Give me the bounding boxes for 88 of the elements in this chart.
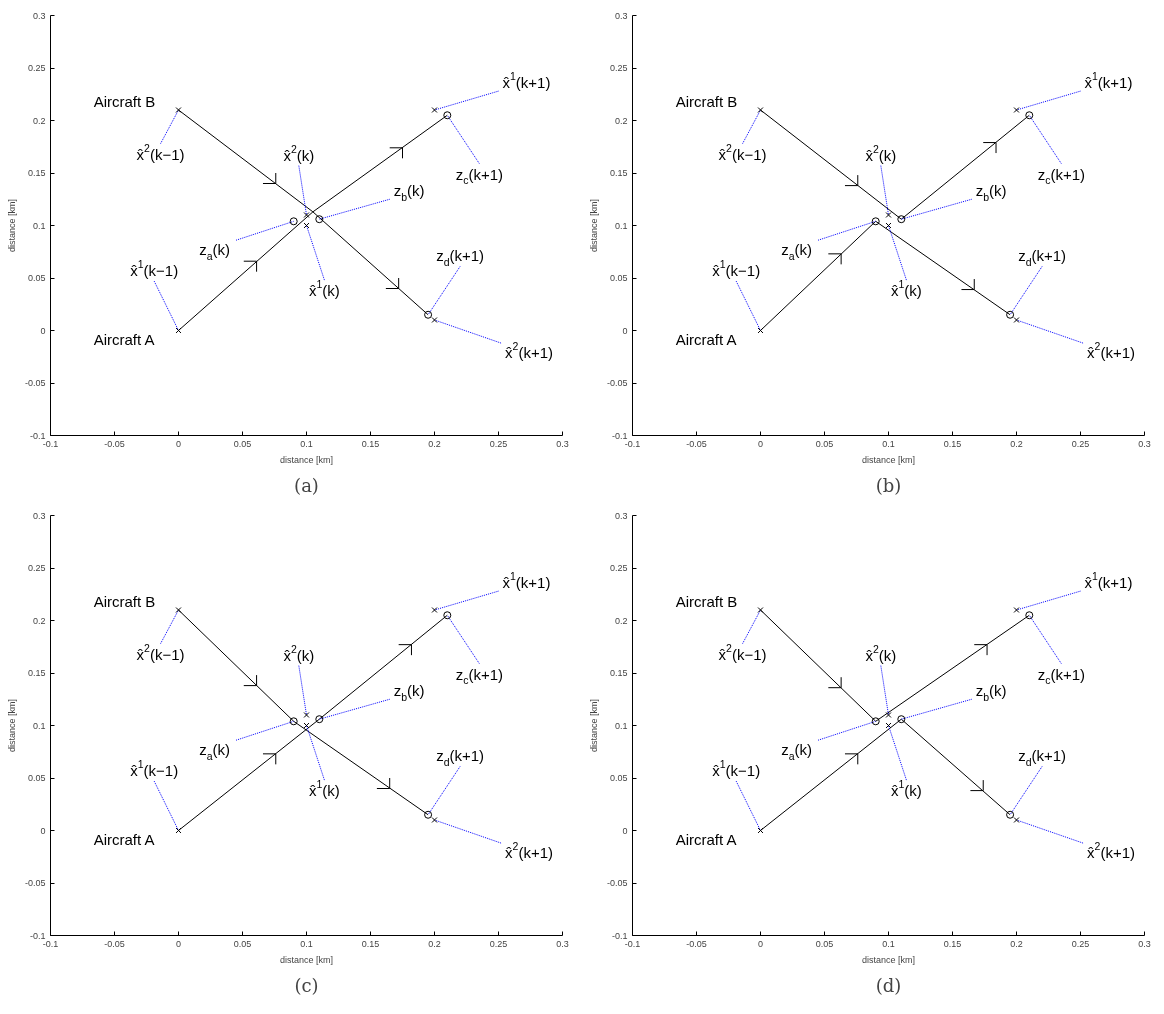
text: (d) — [875, 974, 902, 996]
y-tick-label: -0.05 — [606, 378, 628, 388]
x-tick-label: -0.05 — [104, 938, 125, 949]
y-tick-label: 0.15 — [27, 668, 46, 678]
y-axis-title: distance [km] — [6, 698, 17, 753]
x-tick-label: 0.1 — [300, 938, 313, 949]
x-tick-label: 0.25 — [1071, 938, 1090, 949]
y-tick-label: 0.2 — [614, 615, 628, 626]
x-tick-label: -0.05 — [686, 938, 707, 949]
y-tick-label: 0.1 — [614, 220, 628, 231]
y-tick-label: 0 — [40, 825, 46, 836]
y-tick-label: 0.25 — [27, 63, 46, 73]
x-tick-label: 0.3 — [1138, 938, 1151, 949]
x-tick-label: 0 — [176, 438, 182, 449]
x-tick-label: 0.3 — [556, 438, 569, 449]
series-label: Aircraft A — [675, 331, 737, 348]
x-tick-label: 0.25 — [489, 438, 508, 449]
x-tick-label: 0 — [758, 938, 764, 949]
y-tick-label: -0.1 — [29, 930, 46, 941]
x-axis-title: distance [km] — [861, 954, 916, 965]
x-tick-label: 0.15 — [361, 938, 380, 949]
y-tick-label: 0.05 — [27, 273, 46, 283]
text: (c) — [294, 974, 319, 996]
y-axis-title: distance [km] — [588, 198, 599, 253]
x-tick-label: -0.05 — [104, 438, 125, 449]
y-tick-label: -0.1 — [611, 930, 628, 941]
y-tick-label: 0.1 — [32, 220, 46, 231]
x-tick-label: 0.05 — [815, 438, 834, 449]
y-tick-label: 0.05 — [27, 773, 46, 783]
x-axis-title: distance [km] — [279, 954, 334, 965]
y-tick-label: 0 — [622, 325, 628, 336]
y-axis-title: distance [km] — [588, 698, 599, 753]
x-tick-label: 0.25 — [489, 938, 508, 949]
x-tick-label: 0.2 — [1010, 438, 1023, 449]
text: (b) — [875, 474, 902, 496]
x-tick-label: 0.15 — [361, 438, 380, 449]
y-tick-label: 0.25 — [609, 63, 628, 73]
series-label: Aircraft A — [93, 831, 155, 848]
x-tick-label: 0.1 — [300, 438, 313, 449]
y-tick-label: 0.2 — [32, 115, 46, 126]
x-tick-label: 0.05 — [815, 938, 834, 949]
x-tick-label: -0.05 — [686, 438, 707, 449]
x-tick-label: 0 — [176, 938, 182, 949]
series-label: Aircraft B — [675, 92, 738, 110]
y-tick-label: 0.15 — [27, 168, 46, 178]
x-axis-title: distance [km] — [861, 454, 916, 465]
y-tick-label: -0.05 — [24, 378, 46, 388]
x-tick-label: 0.1 — [882, 438, 895, 449]
y-tick-label: 0.05 — [609, 273, 628, 283]
y-tick-label: 0.15 — [609, 668, 628, 678]
x-tick-label: 0.2 — [428, 938, 441, 949]
y-tick-label: 0.25 — [27, 563, 46, 573]
x-tick-label: 0.25 — [1071, 438, 1090, 449]
y-tick-label: -0.1 — [611, 430, 628, 441]
text: (a) — [294, 474, 319, 496]
x-axis-title: distance [km] — [279, 454, 334, 465]
y-tick-label: 0.05 — [609, 773, 628, 783]
y-tick-label: 0.1 — [32, 720, 46, 731]
series-label: Aircraft B — [93, 592, 156, 610]
x-tick-label: 0 — [758, 438, 764, 449]
x-tick-label: 0.1 — [882, 938, 895, 949]
x-tick-label: 0.2 — [1010, 938, 1023, 949]
y-tick-label: 0.3 — [614, 510, 628, 521]
series-label: Aircraft A — [675, 831, 737, 848]
x-tick-label: 0.3 — [556, 938, 569, 949]
series-label: Aircraft A — [93, 331, 155, 348]
y-tick-label: 0.2 — [32, 615, 46, 626]
y-tick-label: 0.15 — [609, 168, 628, 178]
y-tick-label: 0 — [622, 825, 628, 836]
series-label: Aircraft B — [675, 592, 738, 610]
x-tick-label: 0.05 — [233, 938, 252, 949]
series-label: Aircraft B — [93, 92, 156, 110]
y-tick-label: 0.1 — [614, 720, 628, 731]
y-tick-label: 0.3 — [32, 510, 46, 521]
y-axis-title: distance [km] — [6, 198, 17, 253]
y-tick-label: -0.05 — [24, 878, 46, 888]
y-tick-label: -0.05 — [606, 878, 628, 888]
y-tick-label: -0.1 — [29, 430, 46, 441]
y-tick-label: 0.3 — [614, 10, 628, 21]
y-tick-label: 0.3 — [32, 10, 46, 21]
y-tick-label: 0.2 — [614, 115, 628, 126]
x-tick-label: 0.05 — [233, 438, 252, 449]
x-tick-label: 0.2 — [428, 438, 441, 449]
x-tick-label: 0.3 — [1138, 438, 1151, 449]
x-tick-label: 0.15 — [943, 438, 962, 449]
y-tick-label: 0 — [40, 325, 46, 336]
y-tick-label: 0.25 — [609, 563, 628, 573]
x-tick-label: 0.15 — [943, 938, 962, 949]
